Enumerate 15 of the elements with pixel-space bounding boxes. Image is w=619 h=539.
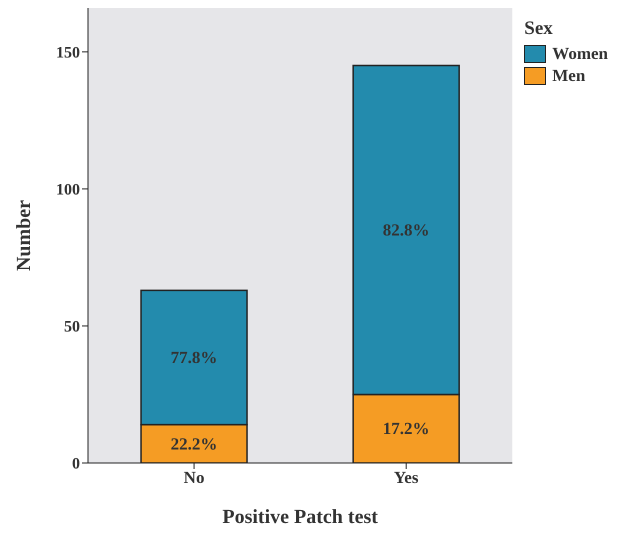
y-tick-label: 0 (72, 456, 80, 473)
annotation: 77.8% (170, 348, 218, 367)
legend-label: Men (551, 66, 586, 86)
annotation: 17.2% (382, 419, 430, 438)
y-axis-title: Number (13, 200, 36, 272)
y-tick-label: 150 (56, 44, 80, 62)
legend-title: Sex (524, 18, 554, 40)
x-tick-label: No (184, 468, 204, 488)
x-axis-title: Positive Patch test (222, 506, 378, 528)
x-tick-label: Yes (394, 468, 419, 488)
annotation: 82.8% (382, 220, 430, 240)
annotation: 22.2% (170, 434, 218, 454)
legend-label: Women (551, 44, 608, 64)
y-tick-label: 100 (56, 182, 80, 199)
y-tick-label: 50 (64, 318, 80, 336)
